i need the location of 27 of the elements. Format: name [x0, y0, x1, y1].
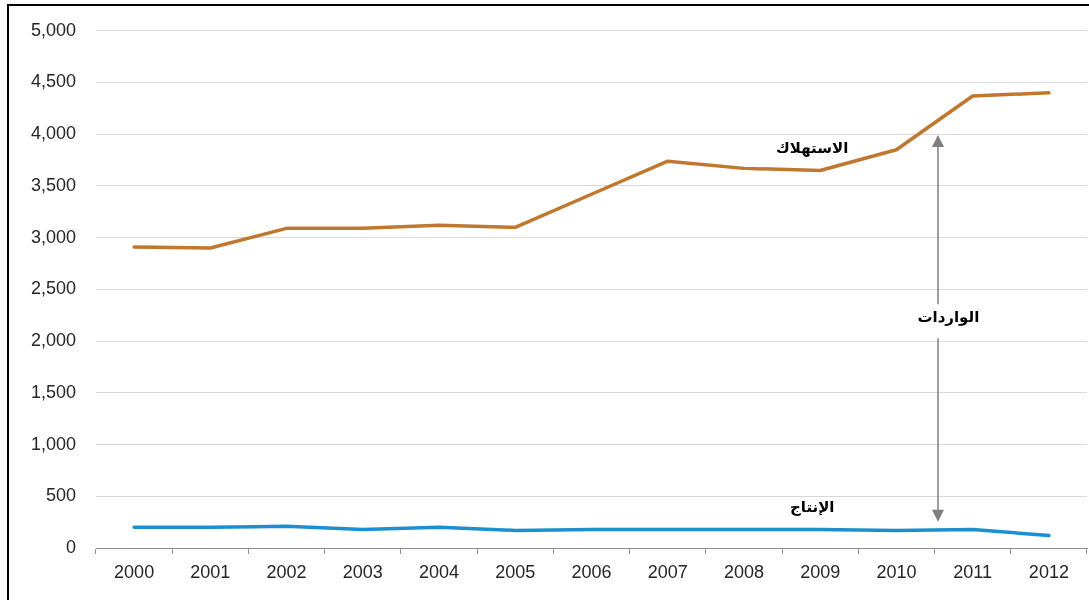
x-tick-label: 2006: [571, 561, 612, 582]
x-tick-label: 2009: [800, 561, 841, 582]
y-tick-label: 500: [45, 485, 76, 506]
x-tick-label: 2005: [495, 561, 536, 582]
y-tick-label: 1,000: [30, 433, 76, 454]
series-label: الإنتاج: [789, 498, 835, 517]
y-tick-label: 1,500: [30, 381, 76, 402]
x-tick-label: 2012: [1028, 561, 1069, 582]
x-tick-label: 2000: [114, 561, 155, 582]
y-tick-label: 2,500: [30, 278, 76, 299]
x-tick-label: 2004: [419, 561, 460, 582]
annotation: الواردات: [917, 308, 980, 327]
y-tick-label: 5,000: [30, 19, 76, 40]
x-tick-label: 2008: [723, 561, 764, 582]
x-tick-label: 2002: [266, 561, 307, 582]
x-tick-label: 2003: [342, 561, 383, 582]
x-tick-label: 2001: [190, 561, 231, 582]
y-tick-label: 0: [65, 536, 76, 557]
x-tick-label: 2010: [876, 561, 917, 582]
series-label: الاستهلاك: [776, 139, 849, 158]
y-tick-label: 2,000: [30, 330, 76, 351]
x-tick-label: 2007: [647, 561, 688, 582]
y-tick-label: 4,500: [30, 71, 76, 92]
y-tick-label: 3,000: [30, 226, 76, 247]
y-tick-label: 4,000: [30, 123, 76, 144]
x-tick-label: 2011: [953, 561, 993, 582]
y-tick-label: 3,500: [30, 174, 76, 195]
